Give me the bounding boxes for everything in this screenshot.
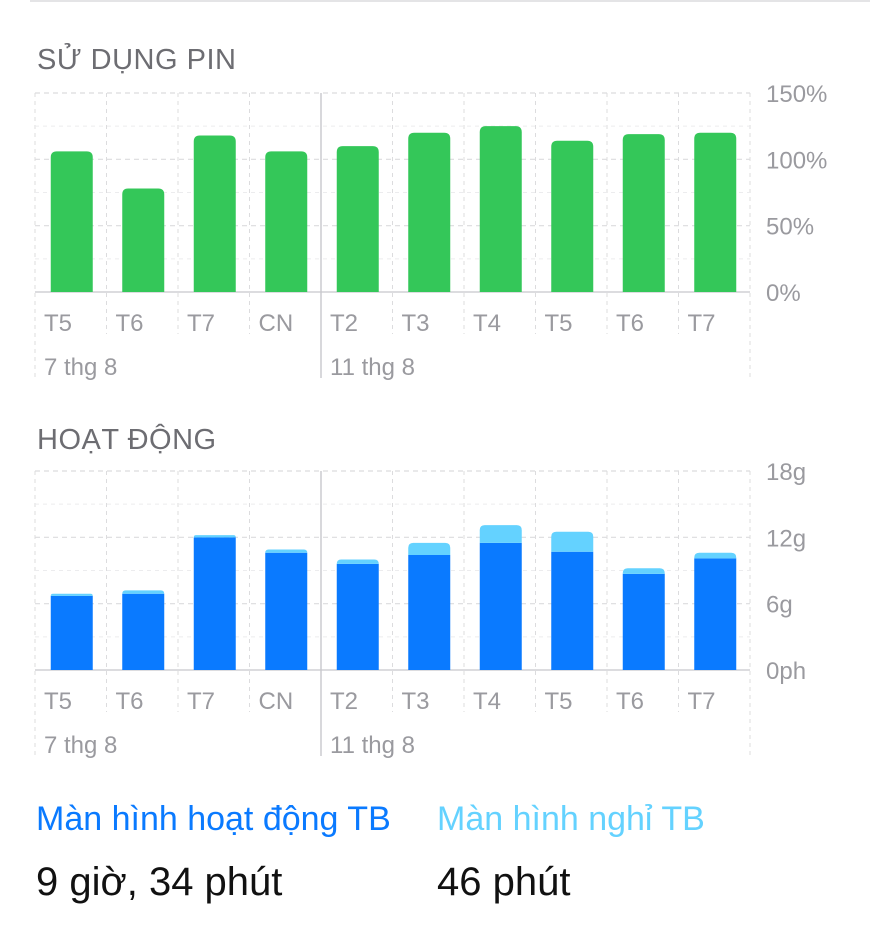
- legend-active-screen: Màn hình hoạt động TB: [36, 800, 391, 838]
- x-day-label: T2: [330, 688, 358, 715]
- x-day-label: T7: [688, 310, 716, 337]
- bar-group: [336, 559, 379, 670]
- bar-battery: [50, 151, 93, 292]
- bar-battery: [193, 135, 236, 292]
- bar-active-screen: [551, 551, 594, 670]
- bar-group: [408, 132, 451, 292]
- bar-idle-screen: [622, 568, 665, 574]
- bar-battery: [694, 132, 737, 292]
- x-day-label: T5: [44, 310, 72, 337]
- x-day-label: T4: [473, 688, 501, 715]
- bar-idle-screen: [193, 535, 236, 538]
- y-tick-label: 50%: [766, 214, 814, 241]
- bar-idle-screen: [551, 531, 594, 552]
- bar-group: [694, 552, 737, 670]
- x-day-label: T5: [545, 310, 573, 337]
- bar-active-screen: [408, 555, 451, 670]
- bar-group: [551, 140, 594, 292]
- y-tick-label: 6g: [766, 592, 793, 619]
- x-date-label: 7 thg 8: [44, 732, 117, 759]
- bar-idle-screen: [694, 552, 737, 559]
- x-day-label: T6: [616, 310, 644, 337]
- activity-title: HOẠT ĐỘNG: [37, 424, 217, 456]
- battery-usage-chart[interactable]: 0% 50% 100% 150% T5 T6 T7 CN T2 T3 T4 T5 T6 T7 7 thg 8…: [0, 81, 870, 386]
- legend-idle-screen: Màn hình nghỉ TB: [437, 800, 705, 838]
- x-date-label: 11 thg 8: [330, 354, 415, 381]
- bar-group: [622, 568, 665, 670]
- bar-idle-screen: [408, 542, 451, 556]
- x-day-label: T7: [688, 688, 716, 715]
- x-date-label: 11 thg 8: [330, 732, 415, 759]
- x-date-label: 7 thg 8: [44, 354, 117, 381]
- activity-chart[interactable]: 0ph 6g 12g 18g T5 T6 T7 CN T2 T3 T4 T5 T6 T7 7 thg 8 11…: [0, 459, 870, 764]
- y-tick-label: 18g: [766, 459, 806, 486]
- x-day-label: T6: [116, 310, 144, 337]
- y-tick-label: 0%: [766, 280, 801, 307]
- bar-group: [265, 549, 308, 670]
- bar-group: [479, 525, 522, 670]
- bar-battery: [122, 188, 165, 292]
- bar-battery: [408, 132, 451, 292]
- bar-idle-screen: [50, 593, 93, 596]
- bar-active-screen: [479, 542, 522, 670]
- bar-idle-screen: [479, 525, 522, 543]
- bar-active-screen: [122, 593, 165, 670]
- y-tick-label: 100%: [766, 147, 827, 174]
- bar-group: [694, 132, 737, 292]
- x-day-label: T5: [44, 688, 72, 715]
- bar-active-screen: [50, 595, 93, 670]
- top-divider: [30, 0, 870, 2]
- x-day-label: T7: [187, 688, 215, 715]
- x-day-label: T3: [402, 310, 430, 337]
- bar-active-screen: [193, 537, 236, 670]
- bar-group: [122, 590, 165, 670]
- bar-idle-screen: [336, 559, 379, 564]
- bar-group: [622, 134, 665, 292]
- y-tick-label: 0ph: [766, 658, 806, 685]
- bar-group: [265, 151, 308, 292]
- x-day-label: T6: [116, 688, 144, 715]
- bar-group: [50, 151, 93, 292]
- bar-active-screen: [622, 573, 665, 670]
- bar-battery: [551, 140, 594, 292]
- x-day-label: CN: [259, 688, 294, 715]
- bar-battery: [479, 126, 522, 292]
- x-day-label: T4: [473, 310, 501, 337]
- x-day-label: T6: [616, 688, 644, 715]
- bar-group: [336, 146, 379, 292]
- average-idle-value: 46 phút: [437, 860, 571, 904]
- bar-group: [408, 542, 451, 670]
- bar-group: [122, 188, 165, 292]
- battery-usage-title: SỬ DỤNG PIN: [37, 44, 237, 76]
- bar-battery: [622, 134, 665, 292]
- y-tick-label: 12g: [766, 525, 806, 552]
- x-day-label: T7: [187, 310, 215, 337]
- bar-battery: [336, 146, 379, 292]
- bar-idle-screen: [122, 590, 165, 594]
- x-day-label: T2: [330, 310, 358, 337]
- bar-battery: [265, 151, 308, 292]
- bar-active-screen: [336, 563, 379, 670]
- bar-group: [479, 126, 522, 292]
- x-day-label: T3: [402, 688, 430, 715]
- bar-group: [50, 593, 93, 670]
- bar-group: [193, 135, 236, 292]
- bar-group: [551, 531, 594, 670]
- y-tick-label: 150%: [766, 81, 827, 108]
- bar-active-screen: [265, 552, 308, 670]
- bar-group: [193, 535, 236, 670]
- x-day-label: T5: [545, 688, 573, 715]
- average-active-value: 9 giờ, 34 phút: [36, 860, 283, 904]
- bar-idle-screen: [265, 549, 308, 553]
- x-day-label: CN: [259, 310, 294, 337]
- bar-active-screen: [694, 558, 737, 670]
